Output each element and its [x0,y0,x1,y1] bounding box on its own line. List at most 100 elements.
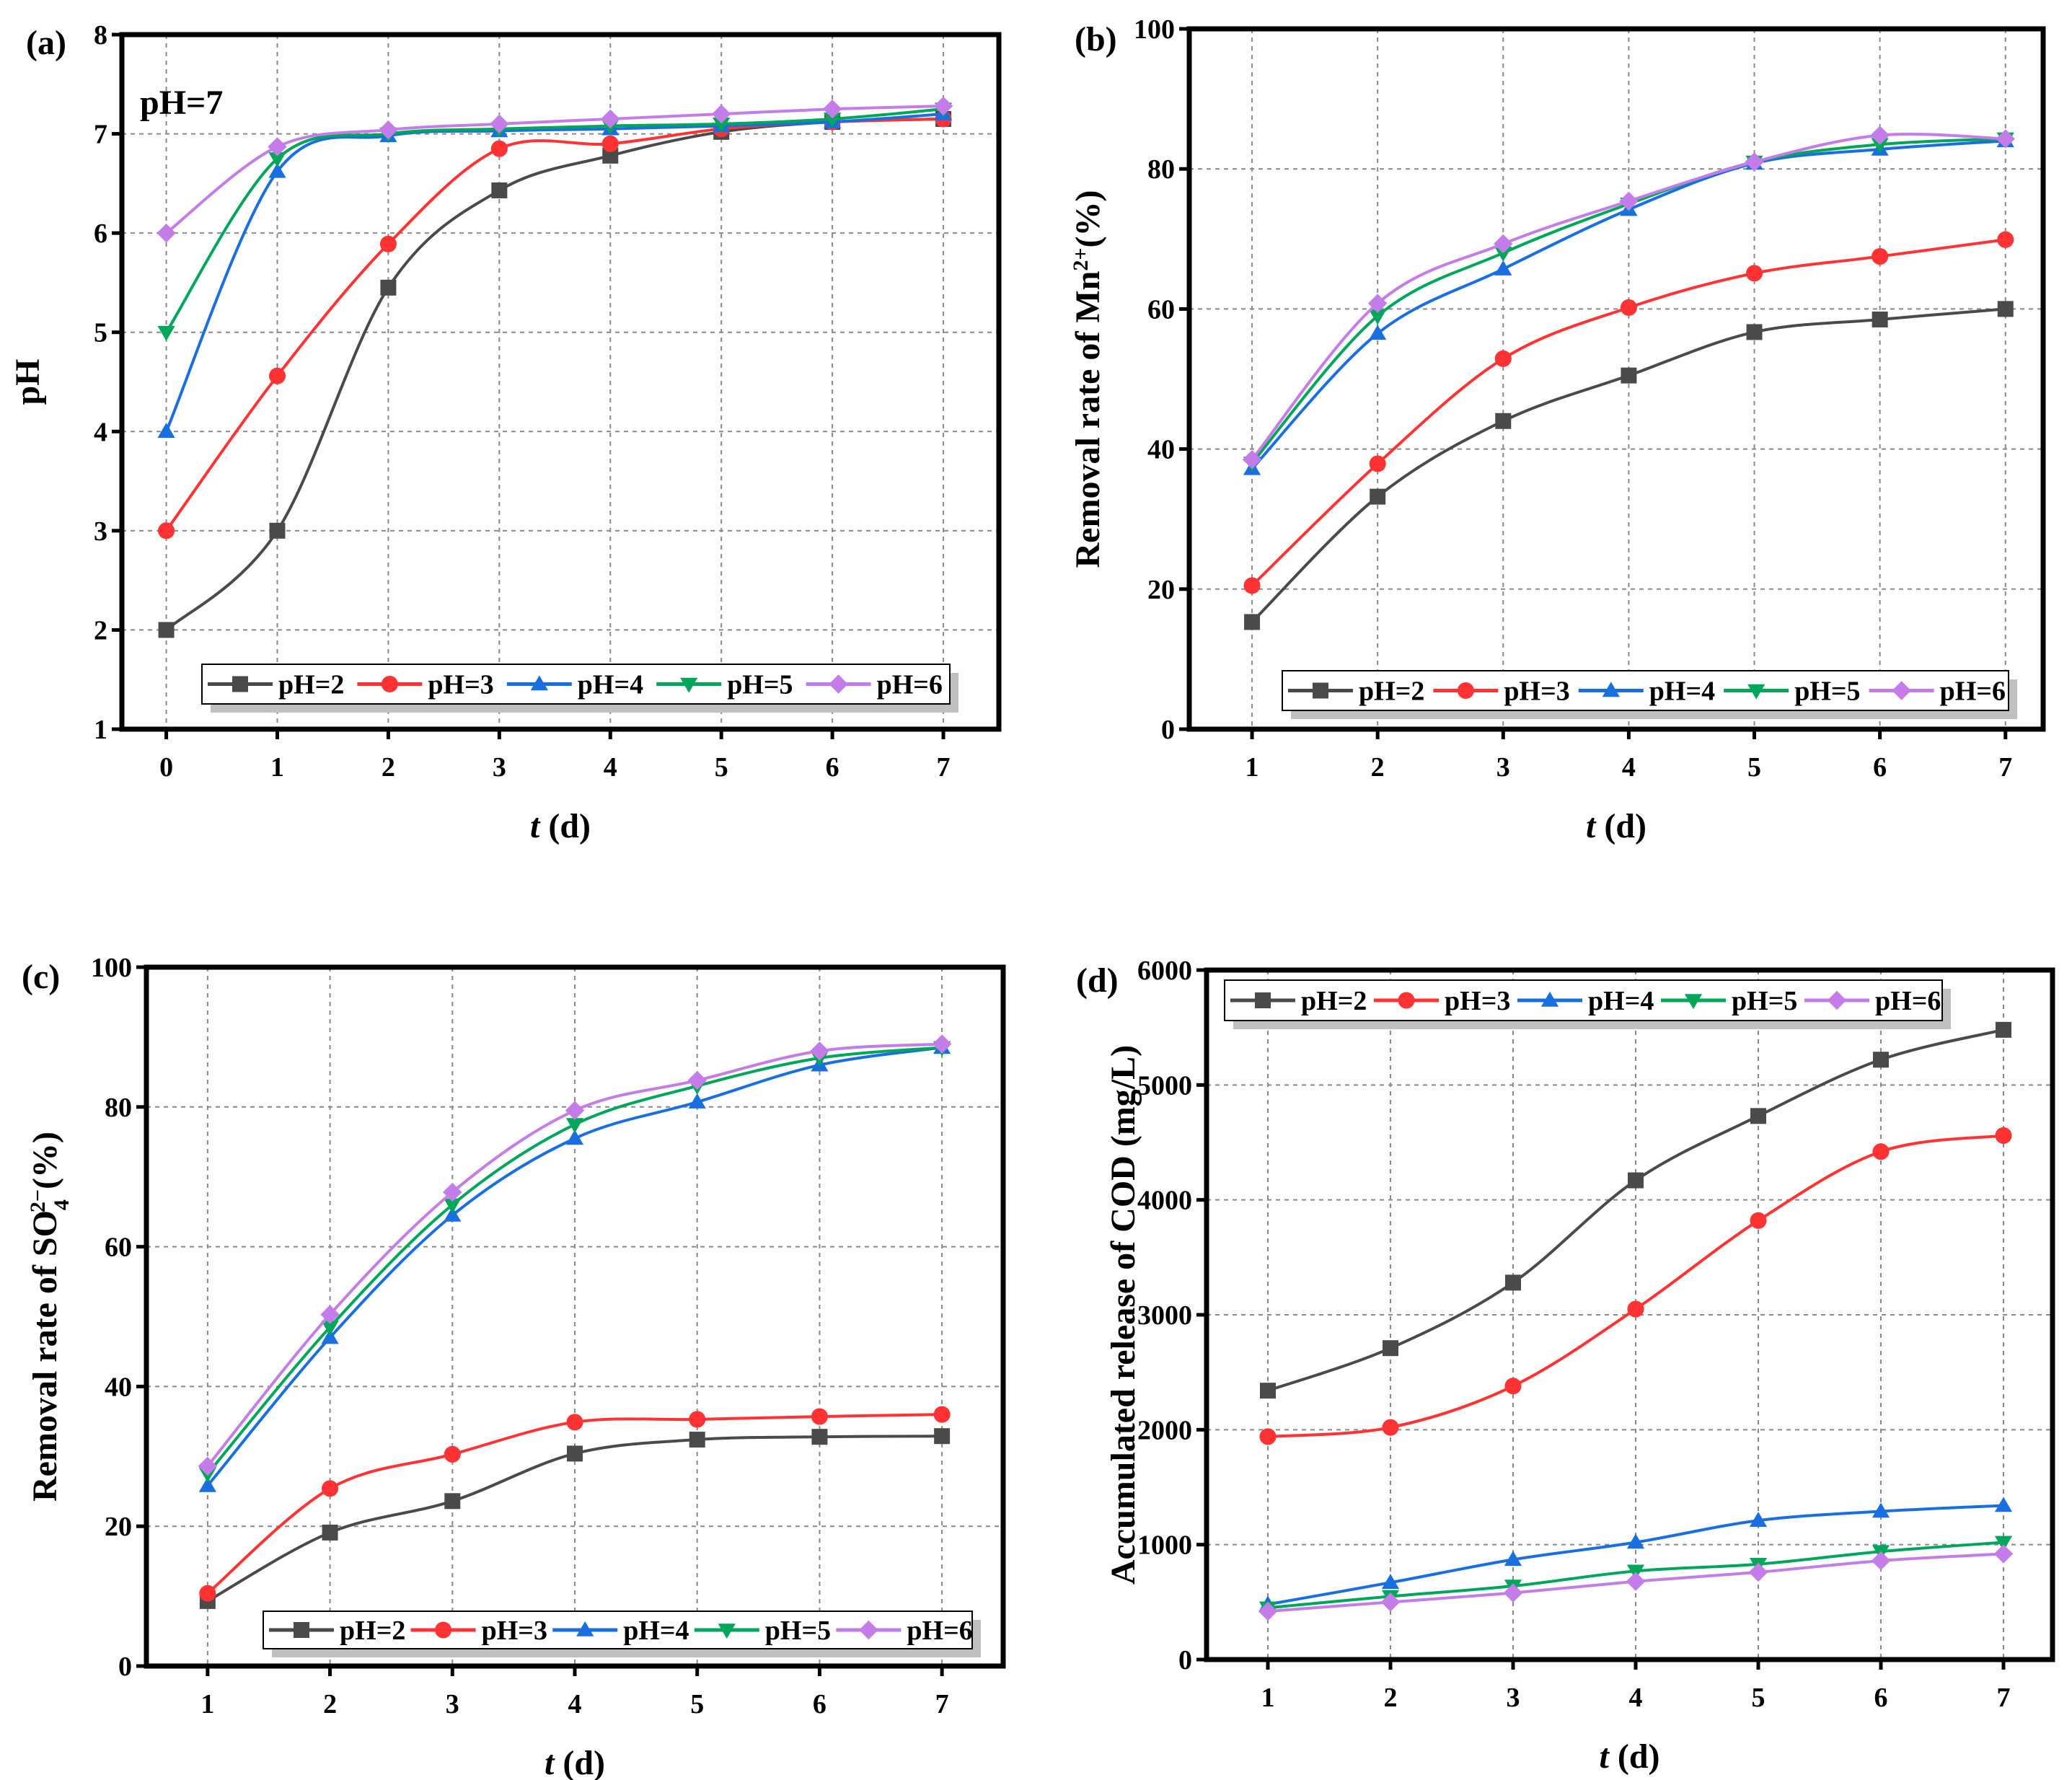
data-point [1619,191,1639,211]
y-tick-label: 80 [1147,154,1175,185]
y-tick-label: 100 [1134,14,1175,45]
data-point [444,1198,462,1214]
series-pH-6 [1258,1544,2014,1621]
data-point [1494,260,1512,276]
x-tick-label: 4 [1629,1683,1643,1713]
legend-label: pH=4 [623,1616,689,1646]
y-tick-label: 60 [105,1233,132,1263]
legend-label: pH=5 [727,670,793,700]
legend-item: pH=4 [506,670,643,700]
y-tick-label: 0 [1178,1645,1192,1675]
y-tick-label: 6000 [1137,956,1192,986]
y-axis-label-part: Removal rate of SO [26,1210,64,1502]
data-point [1243,577,1261,594]
data-point [934,1428,951,1445]
data-point [1380,1592,1401,1612]
data-point [1244,614,1261,630]
legend-item: pH=2 [1230,986,1367,1016]
data-point [379,235,397,252]
legend-marker-diamond-icon [829,674,848,694]
data-point [811,1408,828,1425]
data-point [1260,1383,1276,1399]
data-point [713,118,731,133]
y-tick-label: 0 [118,1652,132,1682]
x-tick-label: 4 [568,1689,582,1719]
data-point [689,1432,705,1448]
legend-item: pH=5 [656,670,793,700]
x-tick-label: 6 [813,1689,826,1719]
data-point [1870,125,1890,145]
data-point [1997,231,2014,248]
x-tick-label: 7 [1998,752,2012,783]
data-point [689,1411,706,1428]
legend-label: pH=6 [907,1616,972,1646]
legend-label: pH=6 [877,670,943,700]
x-tick-label: 3 [446,1689,459,1719]
data-point [932,1034,952,1054]
x-tick-label: 1 [270,752,284,783]
data-point [565,1129,584,1145]
y-axis-label-part: 2− [26,1189,50,1212]
data-point [1627,1300,1644,1318]
data-point [444,1206,462,1222]
data-point [1873,1052,1889,1068]
data-point [1495,413,1512,429]
data-point [1994,1497,2013,1512]
legend-label: pH=6 [1875,986,1941,1016]
y-tick-label: 3000 [1137,1300,1192,1331]
x-tick-label: 6 [1873,752,1887,783]
chart-panel-b: 1 2 3 4 5 6 7 0 20 40 60 80 100 (b) t (d) Removal rate … [1069,14,2046,845]
legend-marker-square-icon [232,676,248,692]
data-point [1383,1340,1398,1357]
data-point [444,1445,461,1463]
x-tick-label: 7 [937,752,951,783]
data-point [933,96,953,116]
plot-frame [144,964,1006,1669]
data-point [1750,1212,1767,1229]
y-tick-label: 2000 [1137,1415,1192,1445]
data-point [824,113,842,128]
y-tick-label: 4000 [1137,1186,1192,1216]
y-tick-label: 8 [94,20,107,50]
y-axis-label-part: 4 [50,1199,74,1210]
data-point [565,1101,585,1120]
data-point [1871,1551,1891,1571]
data-point [268,137,287,157]
legend-marker-circle-icon [435,1621,452,1639]
x-tick-label: 0 [159,752,173,783]
y-tick-label: 100 [91,953,132,983]
data-point [1367,294,1388,313]
legend-box [1224,979,1943,1021]
data-point [269,522,286,539]
panel-label: (b) [1075,20,1117,58]
y-axis-label-part: pH [9,358,47,405]
y-tick-label: 6 [94,219,107,249]
y-tick-label: 1000 [1137,1530,1192,1561]
panel-label: (a) [26,24,66,62]
x-tick-label: 1 [1246,752,1259,783]
legend-marker-square-icon [1255,992,1271,1008]
data-point [322,1524,338,1541]
data-point [444,1493,461,1510]
x-tick-label: 5 [690,1689,704,1719]
x-axis-label-unit: (d) [554,1744,605,1780]
data-point [601,135,619,152]
data-point [1494,246,1512,262]
x-tick-label: 6 [1874,1683,1888,1713]
x-tick-label: 7 [1997,1683,2011,1713]
data-point [601,109,620,129]
data-point [1621,367,1637,384]
plot-frame [119,32,1002,732]
data-point [1872,1502,1890,1518]
legend-item: pH=4 [552,1616,689,1646]
legend-item: pH=2 [1288,677,1424,707]
x-axis-label: t (d) [545,1744,605,1780]
y-tick-label: 0 [1161,715,1175,745]
data-point [1382,1419,1399,1436]
data-point [1259,1428,1277,1445]
chart-panel-c: 1 2 3 4 5 6 7 0 20 40 60 80 100 (c) t (d) Removal rate … [22,953,1006,1780]
data-point [1994,1536,2013,1551]
y-axis-label: Removal rate of SO42−(%) [26,1132,74,1502]
data-point [566,1414,583,1431]
